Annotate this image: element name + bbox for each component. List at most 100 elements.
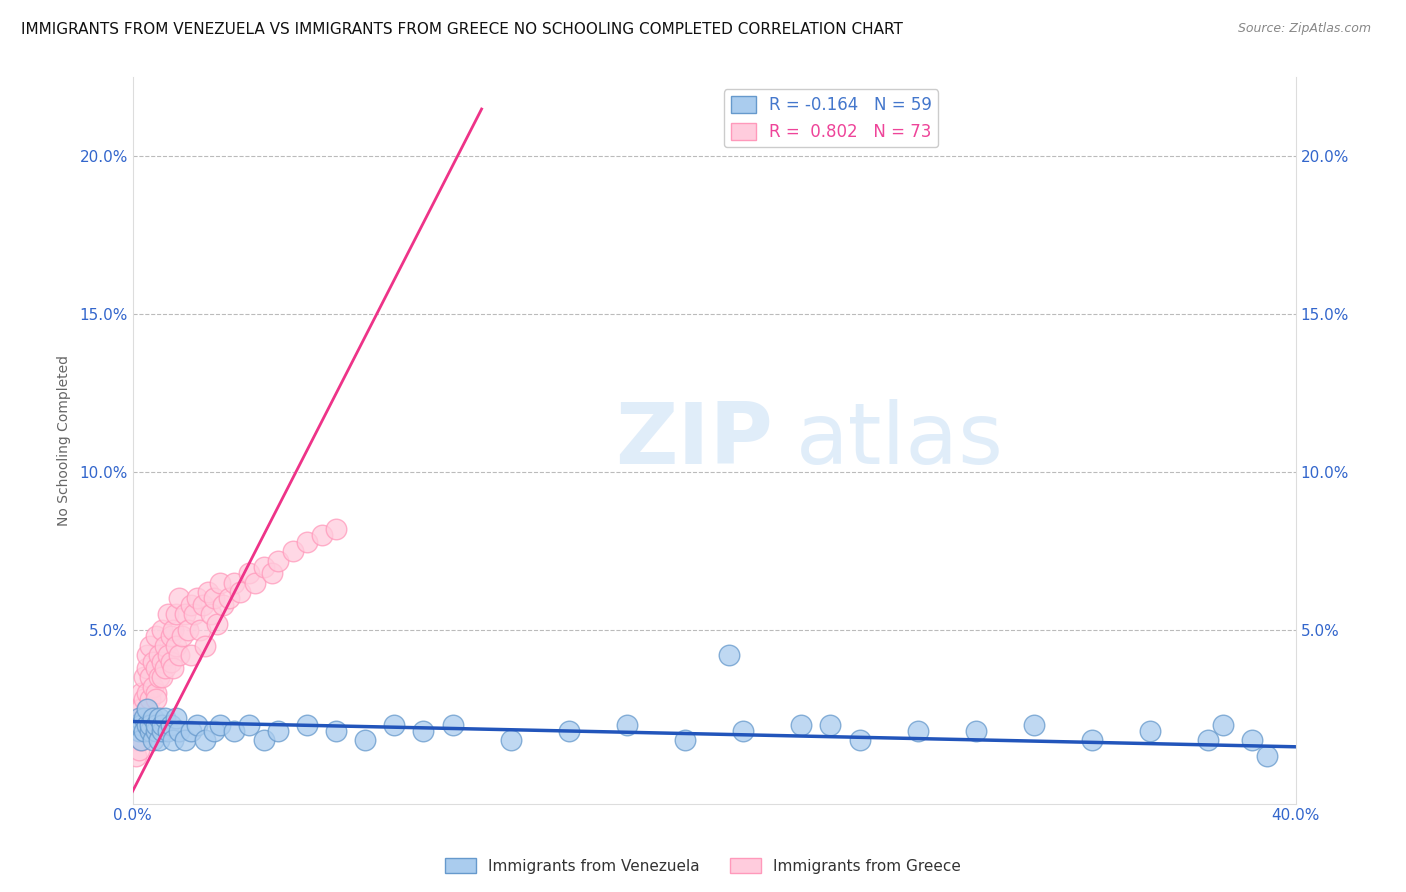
Point	[354, 733, 377, 747]
Point	[295, 534, 318, 549]
Point	[142, 680, 165, 694]
Point	[180, 598, 202, 612]
Point	[165, 607, 187, 622]
Point	[145, 629, 167, 643]
Point	[252, 733, 274, 747]
Point	[145, 686, 167, 700]
Point	[202, 724, 225, 739]
Point	[128, 724, 150, 739]
Point	[790, 717, 813, 731]
Point	[188, 623, 211, 637]
Point	[124, 717, 146, 731]
Point	[191, 598, 214, 612]
Point	[238, 717, 260, 731]
Point	[194, 639, 217, 653]
Point	[208, 717, 231, 731]
Point	[167, 724, 190, 739]
Point	[186, 717, 208, 731]
Point	[208, 575, 231, 590]
Point	[218, 591, 240, 606]
Point	[156, 724, 179, 739]
Point	[148, 670, 170, 684]
Point	[194, 733, 217, 747]
Point	[174, 607, 197, 622]
Point	[148, 733, 170, 747]
Point	[224, 575, 246, 590]
Point	[128, 724, 150, 739]
Point	[1212, 717, 1234, 731]
Point	[174, 733, 197, 747]
Point	[139, 717, 162, 731]
Point	[134, 711, 156, 725]
Point	[142, 711, 165, 725]
Point	[205, 616, 228, 631]
Point	[134, 724, 156, 739]
Point	[224, 724, 246, 739]
Point	[267, 553, 290, 567]
Point	[134, 711, 156, 725]
Point	[128, 743, 150, 757]
Point	[717, 648, 740, 663]
Point	[159, 655, 181, 669]
Point	[177, 623, 200, 637]
Point	[162, 623, 184, 637]
Point	[197, 585, 219, 599]
Point	[180, 724, 202, 739]
Point	[131, 733, 153, 747]
Point	[325, 724, 347, 739]
Point	[159, 717, 181, 731]
Point	[136, 648, 159, 663]
Point	[441, 717, 464, 731]
Point	[124, 749, 146, 764]
Text: atlas: atlas	[796, 399, 1004, 482]
Point	[150, 724, 173, 739]
Y-axis label: No Schooling Completed: No Schooling Completed	[58, 355, 72, 526]
Text: ZIP: ZIP	[616, 399, 773, 482]
Point	[162, 661, 184, 675]
Point	[134, 724, 156, 739]
Point	[965, 724, 987, 739]
Point	[139, 692, 162, 706]
Point	[1081, 733, 1104, 747]
Point	[1022, 717, 1045, 731]
Point	[145, 717, 167, 731]
Point	[162, 733, 184, 747]
Point	[325, 522, 347, 536]
Point	[124, 733, 146, 747]
Text: Source: ZipAtlas.com: Source: ZipAtlas.com	[1237, 22, 1371, 36]
Point	[148, 648, 170, 663]
Point	[180, 648, 202, 663]
Point	[384, 717, 406, 731]
Point	[150, 717, 173, 731]
Point	[139, 639, 162, 653]
Point	[142, 655, 165, 669]
Point	[131, 702, 153, 716]
Point	[558, 724, 581, 739]
Point	[252, 559, 274, 574]
Point	[673, 733, 696, 747]
Point	[243, 575, 266, 590]
Point	[156, 607, 179, 622]
Point	[136, 702, 159, 716]
Point	[267, 724, 290, 739]
Point	[412, 724, 434, 739]
Point	[150, 623, 173, 637]
Point	[128, 711, 150, 725]
Point	[128, 702, 150, 716]
Point	[131, 733, 153, 747]
Point	[167, 648, 190, 663]
Point	[139, 724, 162, 739]
Point	[202, 591, 225, 606]
Legend: R = -0.164   N = 59, R =  0.802   N = 73: R = -0.164 N = 59, R = 0.802 N = 73	[724, 89, 938, 147]
Point	[212, 598, 235, 612]
Point	[136, 717, 159, 731]
Point	[150, 670, 173, 684]
Point	[907, 724, 929, 739]
Point	[186, 591, 208, 606]
Point	[153, 661, 176, 675]
Point	[167, 591, 190, 606]
Point	[142, 733, 165, 747]
Point	[281, 544, 304, 558]
Point	[165, 711, 187, 725]
Point	[136, 661, 159, 675]
